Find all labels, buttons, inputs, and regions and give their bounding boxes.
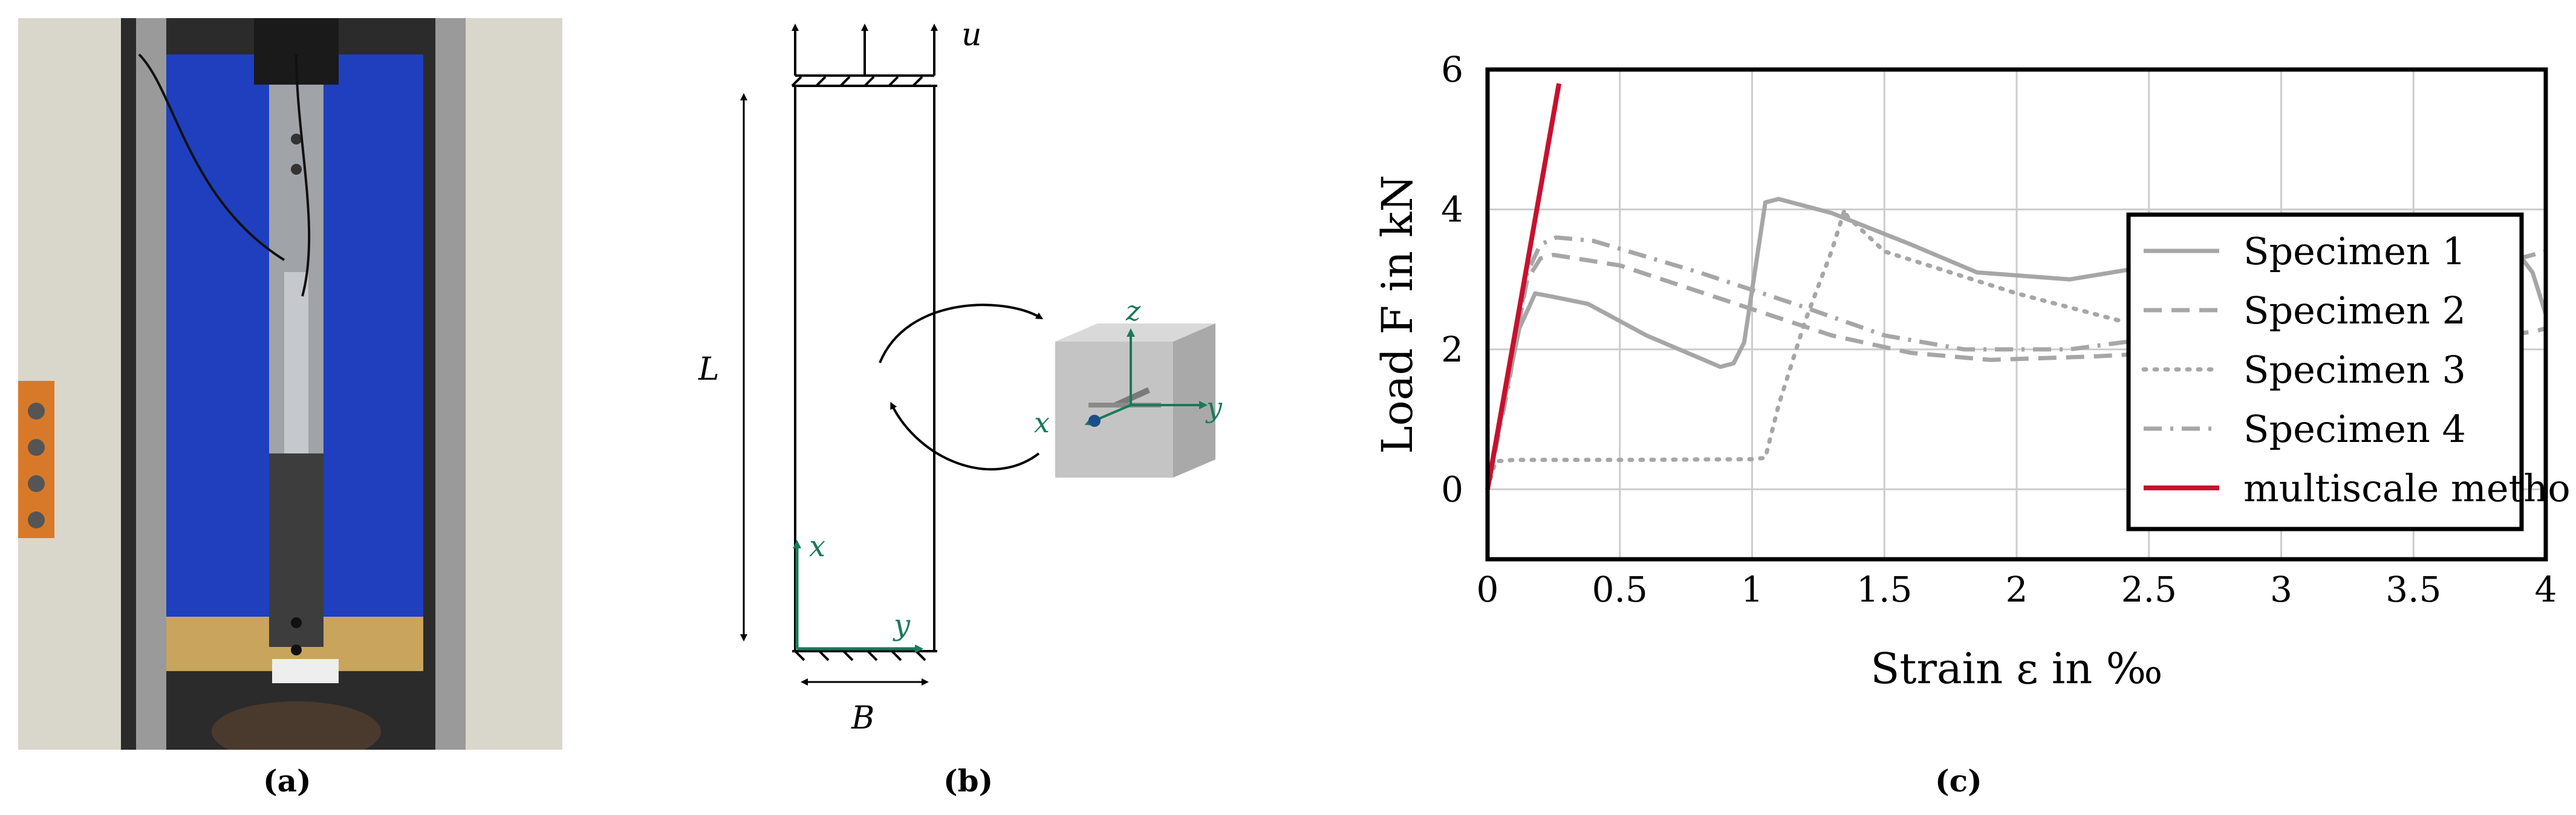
width-label-B: B [851, 700, 874, 736]
series-line-specimen-4 [1485, 235, 2546, 490]
rve-cube [1055, 323, 1215, 478]
x-tick-label: 3.5 [2386, 569, 2441, 610]
load-strain-chart: 0 0.5 1 1.5 2 2.5 3 3.5 4 0 2 4 6 Strain ε in ‰ Load… [1373, 49, 2570, 693]
legend-label-multiscale-method: multiscale method [2243, 466, 2570, 510]
y-tick-label: 0 [1441, 469, 1463, 510]
x-tick-label: 2.5 [2121, 569, 2177, 610]
top-clamp [791, 76, 937, 87]
y-tick-label: 2 [1441, 329, 1463, 370]
caption-a: (a) [263, 763, 311, 799]
load-label-u: u [961, 17, 982, 53]
y-axis-label: Load F in kN [1373, 175, 1422, 454]
length-label-L: L [698, 351, 720, 388]
y-tick-label: 4 [1441, 189, 1463, 230]
x-tick-label: 1 [1741, 569, 1763, 610]
caption-b: (b) [943, 763, 994, 799]
x-tick-label: 3 [2270, 569, 2292, 610]
x-tick-label: 0 [1477, 569, 1499, 610]
rve-origin-marker [1088, 415, 1101, 427]
series-line-specimen-3 [1485, 207, 2125, 492]
legend: Specimen 1 Specimen 2 Specimen 3 Specimen 4… [2126, 212, 2570, 531]
rve-label-z: z [1125, 294, 1141, 327]
x-tick-label: 4 [2535, 569, 2557, 610]
legend-label-specimen-2: Specimen 2 [2243, 288, 2466, 333]
legend-label-specimen-1: Specimen 1 [2243, 229, 2466, 273]
legend-label-specimen-3: Specimen 3 [2243, 348, 2466, 392]
photo-test-setup [18, 18, 562, 750]
rve-label-x: x [1034, 406, 1050, 439]
axis-label-x: x [809, 530, 825, 563]
y-tick-label: 6 [1441, 49, 1463, 90]
x-tick-label: 1.5 [1856, 569, 1912, 610]
rve-label-y: y [1205, 391, 1223, 424]
plot-frame [1485, 67, 2548, 562]
legend-box [2126, 212, 2524, 531]
specimen-axes [793, 540, 923, 653]
coupling-arrow-out [879, 304, 1044, 363]
specimen-diagram: u L B x y [698, 17, 1223, 736]
bottom-clamp [792, 650, 937, 661]
load-arrows [792, 24, 938, 77]
axis-label-y: y [893, 608, 911, 642]
x-axis-label: Strain ε in ‰ [1870, 644, 2162, 693]
series-line-multiscale-method [1485, 83, 1562, 490]
coupling-arrow-in [890, 401, 1040, 471]
specimen-outline [794, 85, 935, 652]
caption-c: (c) [1935, 763, 1982, 799]
legend-label-specimen-4: Specimen 4 [2243, 407, 2466, 451]
x-tick-label: 0.5 [1592, 569, 1648, 610]
x-tick-label: 2 [2006, 569, 2028, 610]
